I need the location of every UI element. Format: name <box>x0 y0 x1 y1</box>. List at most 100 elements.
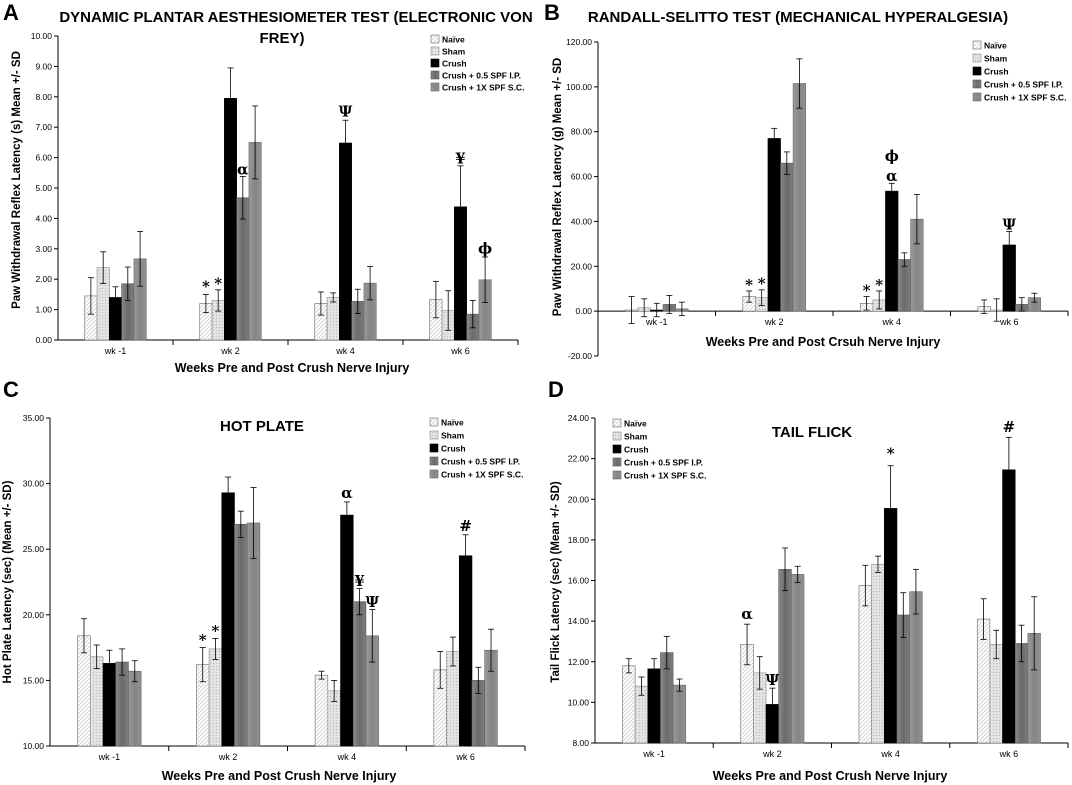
legend-swatch-crush-spf-sc <box>612 470 622 480</box>
bar-crush-wk4 <box>339 142 352 341</box>
bar-sham-wk4 <box>871 563 885 744</box>
legend: Naïve Sham Crush Crush + 0.5 SPF I.P. Crush … <box>612 419 706 481</box>
y-tick-label: -20.00 <box>568 351 592 361</box>
x-tick-label: wk 6 <box>999 749 1019 759</box>
significance-marker: * <box>863 281 871 299</box>
y-tick-label: 0.00 <box>35 335 52 345</box>
y-tick-label: 20.00 <box>571 261 593 271</box>
legend-swatch-crush-spf-ip <box>972 79 982 89</box>
legend: Naïve Sham Crush Crush + 0.5 SPF I.P. Crush … <box>429 418 523 480</box>
x-axis-label: Weeks Pre and Post Crush Nerve Injury <box>175 361 410 375</box>
significance-marker: ¥ <box>455 150 465 168</box>
y-tick-label: 1.00 <box>35 305 52 315</box>
x-axis-label: Weeks Pre and Post Crush Nerve Injury <box>162 769 397 783</box>
bar-crush-spf-ip-wk2 <box>778 569 792 744</box>
legend-label-sham: Sham <box>441 431 465 441</box>
x-tick-label: wk 4 <box>337 752 357 762</box>
legend-label-crush-spf-ip: Crush + 0.5 SPF I.P. <box>442 71 521 81</box>
bar-sham-wkm1 <box>90 656 104 747</box>
legend-swatch-crush <box>429 443 439 453</box>
legend-label-crush-spf-ip: Crush + 0.5 SPF I.P. <box>984 80 1063 90</box>
panel-letter: B <box>544 0 560 25</box>
legend-swatch-crush <box>612 444 622 454</box>
bar-sham-wk2 <box>208 648 223 747</box>
chart-title-line-1: DYNAMIC PLANTAR AESTHESIOMETER TEST (ELE… <box>59 9 532 26</box>
significance-marker: * <box>211 622 219 640</box>
panel-c: C HOT PLATE Hot Plate Latency (sec) (Mea… <box>2 377 526 783</box>
legend-swatch-crush-spf-ip <box>612 457 622 467</box>
x-tick-label: wk 6 <box>450 346 470 356</box>
bar-naive-wkm1 <box>622 665 636 744</box>
y-tick-label: 12.00 <box>568 657 590 667</box>
legend-swatch-crush-spf-ip <box>429 456 439 466</box>
legend-label-crush: Crush <box>624 445 649 455</box>
y-tick-label: 0.00 <box>575 306 592 316</box>
x-tick-label: wk 4 <box>881 317 901 327</box>
legend-swatch-crush-spf-sc <box>430 82 440 92</box>
significance-marker: ¥ <box>354 572 364 590</box>
significance-marker: * <box>887 445 895 463</box>
panel-d: D TAIL FLICK Tail Flick Latency (sec) (M… <box>548 377 1069 783</box>
legend-swatch-crush <box>972 66 982 76</box>
legend-label-naive: Naïve <box>624 419 647 429</box>
legend-swatch-sham <box>430 46 440 56</box>
y-tick-label: 6.00 <box>35 153 52 163</box>
y-tick-label: 35.00 <box>23 413 45 423</box>
legend-label-crush: Crush <box>441 444 466 454</box>
legend-swatch-crush <box>430 58 440 68</box>
significance-marker: α <box>741 605 753 623</box>
plot-area: 8.00 10.00 12.00 14.00 16.00 18.00 20.00 22.00 2… <box>568 413 1069 759</box>
significance-marker: * <box>199 631 207 649</box>
bar-crush-wkm1 <box>647 668 661 744</box>
x-tick-label: wk -1 <box>645 317 668 327</box>
x-axis-label: Weeks Pre and Post Crsuh Nerve Injury <box>706 335 941 349</box>
bar-crush-wk6 <box>1002 469 1016 744</box>
x-tick-label: wk 2 <box>220 346 240 356</box>
y-tick-label: 14.00 <box>568 616 590 626</box>
significance-marker: ϕ <box>885 147 899 165</box>
legend-label-naive: Naïve <box>441 418 464 428</box>
bar-crush-spf-sc-wk2 <box>792 83 806 312</box>
bar-sham-wk6 <box>989 644 1003 744</box>
y-tick-label: 24.00 <box>568 413 590 423</box>
y-tick-label: 10.00 <box>568 697 590 707</box>
bar-sham-wk4 <box>326 297 340 341</box>
legend-label-naive: Naïve <box>984 41 1007 51</box>
chart-title: TAIL FLICK <box>772 424 852 441</box>
x-axis-label: Weeks Pre and Post Crush Nerve Injury <box>713 769 948 783</box>
legend-label-crush-spf-sc: Crush + 1X SPF S.C. <box>984 93 1066 103</box>
significance-marker: Ψ <box>339 103 353 121</box>
significance-marker: Ψ <box>365 593 379 611</box>
legend-swatch-crush-spf-ip <box>430 70 440 80</box>
panel-letter: C <box>3 377 19 402</box>
significance-marker: α <box>341 484 353 502</box>
legend-label-crush-spf-sc: Crush + 1X SPF S.C. <box>441 470 523 480</box>
legend-label-crush: Crush <box>984 67 1009 77</box>
significance-marker: # <box>1003 418 1016 436</box>
x-tick-label: wk 2 <box>762 749 782 759</box>
legend-swatch-sham <box>612 431 622 441</box>
y-tick-label: 60.00 <box>571 172 593 182</box>
significance-marker: ϕ <box>478 239 492 257</box>
y-tick-label: 7.00 <box>35 122 52 132</box>
bar-naive-wk4 <box>858 585 872 744</box>
legend-label-crush-spf-ip: Crush + 0.5 SPF I.P. <box>441 457 520 467</box>
significance-marker: * <box>214 274 222 292</box>
legend-swatch-crush-spf-sc <box>972 92 982 102</box>
y-tick-label: 10.00 <box>31 31 53 41</box>
bar-crush-wk2 <box>221 492 235 747</box>
y-tick-label: 15.00 <box>23 675 45 685</box>
y-tick-label: 20.00 <box>568 494 590 504</box>
y-tick-label: 10.00 <box>23 741 45 751</box>
y-tick-label: 80.00 <box>571 127 593 137</box>
significance-marker: # <box>459 517 472 535</box>
legend-swatch-naive <box>430 34 440 44</box>
y-tick-label: 18.00 <box>568 535 590 545</box>
significance-marker: * <box>202 277 210 295</box>
bar-crush-spf-sc-wkm1 <box>672 684 687 744</box>
significance-marker: α <box>886 167 898 185</box>
significance-marker: Ψ <box>766 671 780 689</box>
significance-marker: * <box>758 275 766 293</box>
y-tick-label: 5.00 <box>35 183 52 193</box>
y-axis-label: Tail Flick Latency (sec) (Mean +/- SD) <box>550 481 562 683</box>
